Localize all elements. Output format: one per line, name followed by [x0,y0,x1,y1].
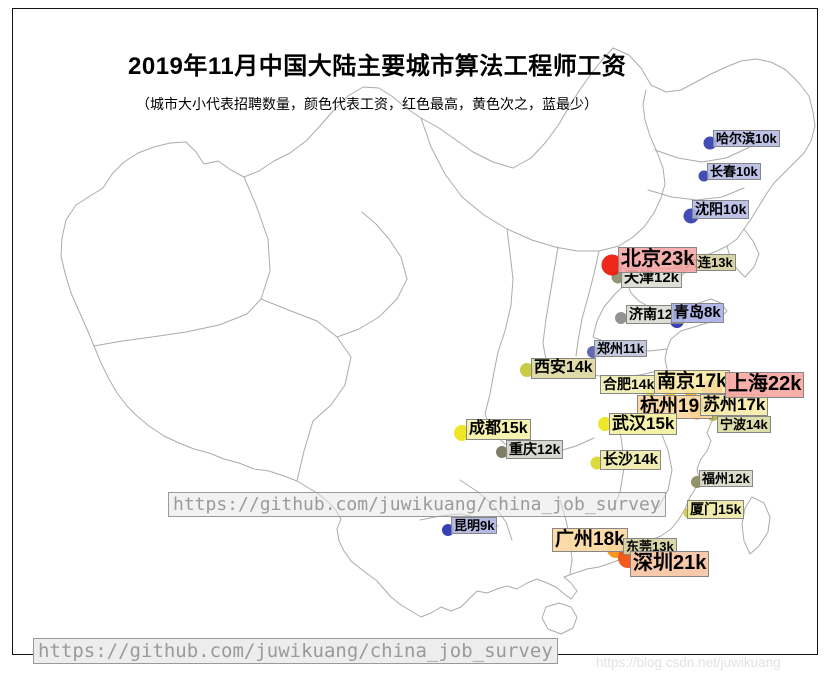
city-label: 武汉15k [609,413,678,436]
city-dot [698,170,710,182]
city-label: 昆明9k [451,517,498,535]
city-label: 长沙14k [600,450,662,470]
city-dot [615,312,627,324]
chart-title: 2019年11月中国大陆主要城市算法工程师工资 [128,53,627,80]
map-outer-boundary [60,47,816,618]
city-dot [601,254,623,276]
city-label: 北京23k [618,247,698,273]
map-hainan-island [541,602,578,635]
city-label: 成都15k [466,419,531,440]
city-label: 宁波14k [717,416,771,434]
city-label: 厦门15k [687,500,745,519]
city-label: 济南12k [626,305,684,324]
city-label: 天津12k [621,268,683,288]
city-label: 青岛8k [671,303,724,323]
city-dot [520,363,534,377]
city-label: 合肥14k [600,375,658,394]
chart-subtitle: （城市大小代表招聘数量，颜色代表工资，红色最高，黄色次之，蓝最少） [136,96,598,112]
watermark-github-center: https://github.com/juwikuang/china_job_s… [168,492,666,517]
city-label: 西安14k [531,358,596,379]
city-label: 深圳21k [630,551,710,577]
watermark-csdn-corner: https://blog.csdn.net/juwikuang [596,655,781,670]
city-label: 沈阳10k [692,200,750,219]
watermark-github-bottom: https://github.com/juwikuang/china_job_s… [33,638,558,664]
city-label: 长春10k [707,163,761,181]
city-label: 哈尔滨10k [713,130,780,148]
city-dot [598,417,612,431]
city-label: 上海22k [725,372,805,398]
city-label: 重庆12k [506,440,564,459]
city-dot [496,446,508,458]
city-label: 广州18k [552,528,628,553]
city-label: 福州12k [699,470,753,488]
city-label: 南京17k [654,370,730,395]
city-label: 郑州11k [594,340,647,358]
